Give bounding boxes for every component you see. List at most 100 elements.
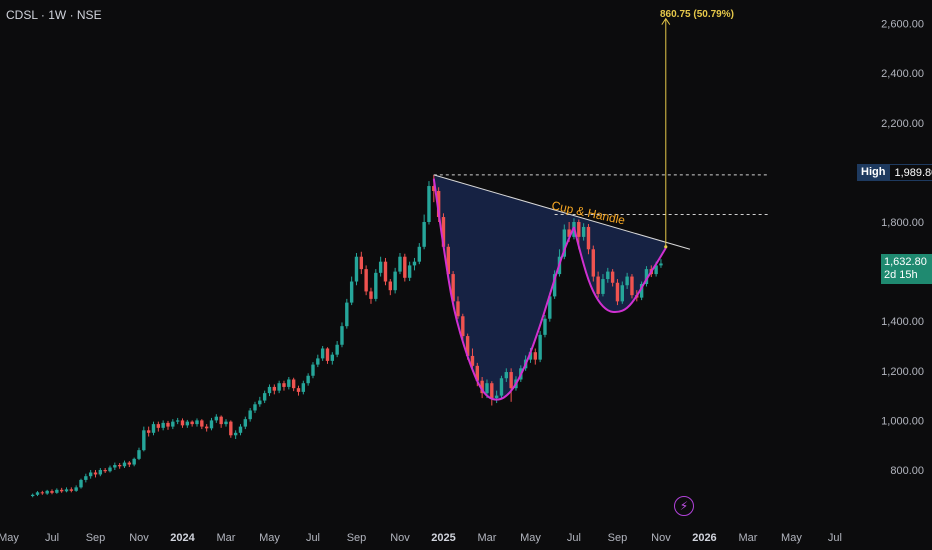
candle-body <box>248 410 252 420</box>
candle-body <box>209 420 214 429</box>
candle-body <box>441 217 446 247</box>
candle-body <box>224 421 228 425</box>
candle-body <box>499 378 504 396</box>
candle-body <box>349 281 354 303</box>
candle-body <box>427 186 431 222</box>
candle-body <box>625 276 629 286</box>
target-arrow-start <box>664 245 668 249</box>
high-tag-label: High <box>857 164 890 181</box>
high-tag-value: 1,989.80 <box>889 164 932 181</box>
time-tick-label: Jul <box>567 532 581 544</box>
time-tick-label: Jul <box>306 532 320 544</box>
price-tick-label: 1,200.00 <box>881 366 924 378</box>
candle-body <box>320 348 325 359</box>
candle-body <box>494 395 499 399</box>
candle-body <box>262 393 267 401</box>
candle-body <box>190 421 194 425</box>
candle-body <box>291 379 296 389</box>
candle-body <box>552 274 557 297</box>
candle-body <box>451 274 455 302</box>
candle-body <box>132 458 136 465</box>
price-tick-label: 1,000.00 <box>881 415 924 427</box>
ticker-title: CDSL · 1W · NSE <box>6 8 102 22</box>
time-axis[interactable]: May Jul Sep Nov 2024 Mar May Jul Sep Nov 2025 Mar Ma… <box>0 532 842 544</box>
candle-body <box>586 226 591 250</box>
cup-curve <box>432 178 575 401</box>
candle-body <box>615 282 620 302</box>
candle-body <box>306 375 310 384</box>
candle-body <box>533 352 537 360</box>
candle-body <box>485 383 489 394</box>
candle-body <box>171 421 175 427</box>
last-price-value: 1,632.80 <box>884 256 927 268</box>
candle-body <box>311 364 315 376</box>
candle-body <box>398 256 402 272</box>
time-tick-label: Jul <box>828 532 842 544</box>
candle-body <box>364 269 368 292</box>
candle-body <box>69 489 74 491</box>
candle-body <box>596 276 600 294</box>
candle-body <box>88 472 93 477</box>
candle-body <box>127 462 132 465</box>
candle-body <box>185 421 190 426</box>
candle-body <box>282 383 286 387</box>
candle-body <box>490 383 494 399</box>
candle-body <box>156 424 161 428</box>
candle-body <box>388 281 393 291</box>
time-tick-label: 2026 <box>692 532 716 544</box>
candle-body <box>591 249 595 277</box>
candle-body <box>543 318 547 335</box>
candle-body <box>122 462 127 467</box>
candle-body <box>412 261 417 266</box>
candle-body <box>461 316 465 337</box>
candle-body <box>253 404 257 411</box>
price-tick-label: 2,200.00 <box>881 118 924 130</box>
target-label: 860.75 (50.79%) <box>660 9 734 20</box>
price-tick-label: 1,400.00 <box>881 316 924 328</box>
candle-body <box>548 296 552 319</box>
candle-body <box>98 470 103 475</box>
candle-body <box>79 479 83 488</box>
candle-body <box>659 263 663 266</box>
handle-curve <box>572 226 667 314</box>
candle-body <box>117 465 122 467</box>
time-tick-label: Mar <box>477 532 496 544</box>
lightning-bolt-icon[interactable]: ⚡ <box>674 496 694 516</box>
candle-body <box>50 491 54 493</box>
candle-body <box>393 271 397 291</box>
candle-body <box>175 420 180 422</box>
candle-body <box>567 229 571 237</box>
candle-body <box>180 420 185 426</box>
candle-body <box>204 426 209 429</box>
candle-body <box>229 421 233 436</box>
candle-body <box>40 492 45 494</box>
candle-body <box>654 265 658 275</box>
candle-body <box>84 476 88 480</box>
candle-body <box>200 420 204 427</box>
candle-body <box>630 276 634 296</box>
candle-body <box>509 372 513 389</box>
candle-body <box>142 430 146 451</box>
candle-body <box>378 261 383 273</box>
time-tick-label: 2024 <box>170 532 195 544</box>
candle-body <box>538 334 542 360</box>
candle-body <box>233 432 238 436</box>
candle-body <box>137 450 141 459</box>
candle-body <box>480 380 484 394</box>
candle-body <box>238 426 243 433</box>
price-tick-label: 2,600.00 <box>881 19 924 31</box>
candle-body <box>74 487 78 491</box>
candle-body <box>354 256 359 282</box>
candle-body <box>277 383 281 391</box>
candle-body <box>345 302 349 327</box>
candle-body <box>55 489 59 493</box>
candle-body <box>369 291 373 299</box>
candle-body <box>335 344 339 355</box>
candle-body <box>475 365 480 381</box>
candle-body <box>30 494 35 497</box>
time-tick-label: 2025 <box>431 532 455 544</box>
candle-body <box>422 222 426 247</box>
price-axis[interactable]: 2,600.00 2,400.00 2,200.00 1,800.00 1,400.00… <box>881 19 924 477</box>
candle-body <box>161 422 165 428</box>
